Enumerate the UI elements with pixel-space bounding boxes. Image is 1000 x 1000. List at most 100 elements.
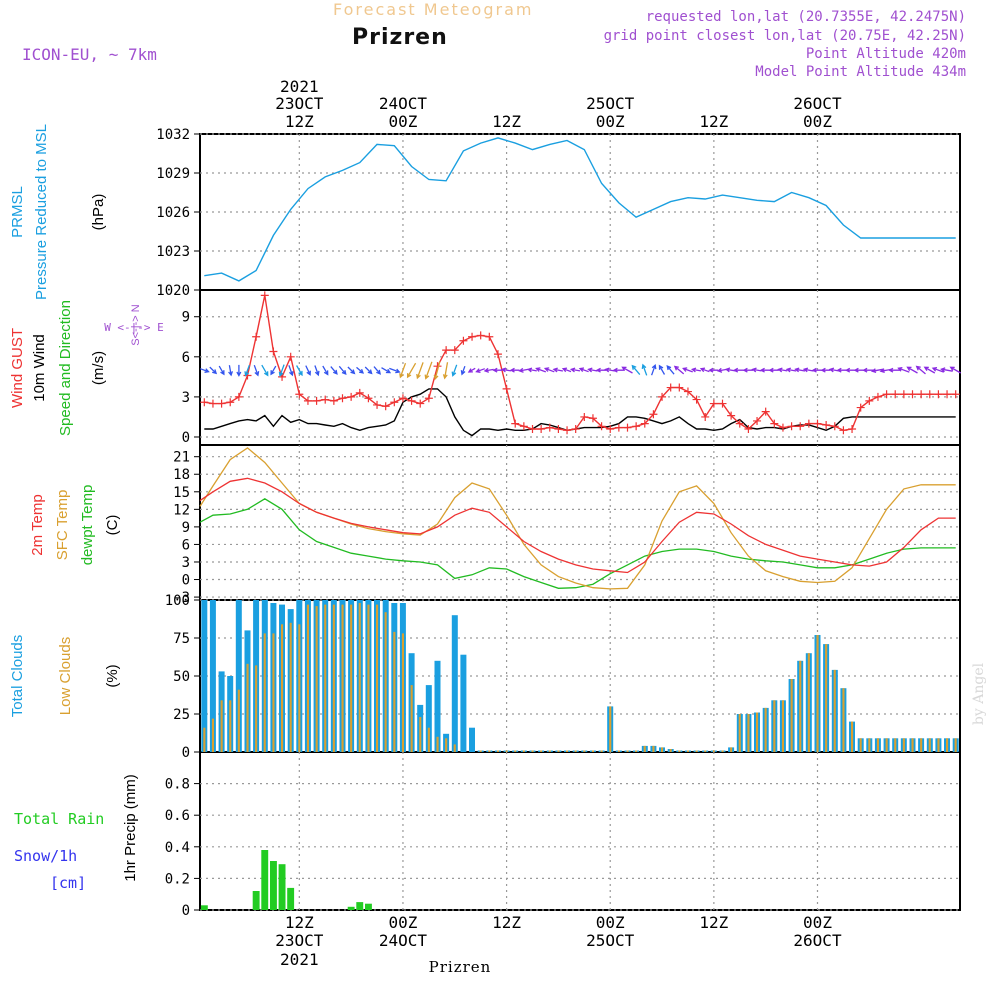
gust-marker — [606, 424, 615, 433]
gust-marker — [381, 402, 390, 411]
wind-direction-arrow — [199, 368, 210, 373]
bottom-time-label: 00Z — [389, 913, 418, 932]
grid-point-coords: grid point closest lon,lat (20.75E, 42.2… — [603, 28, 966, 44]
wind-direction-arrow — [288, 365, 294, 377]
bottom-date-label: 23OCT — [275, 931, 324, 950]
low-clouds-bar — [617, 750, 620, 752]
low-clouds-bar — [842, 688, 845, 752]
sfc-temp-label: SFC Temp — [54, 490, 71, 561]
precip-ytick-label: 0.2 — [165, 871, 190, 887]
low-clouds-bar — [384, 612, 387, 752]
low-clouds-bar — [712, 750, 715, 752]
precip-axis-label: 1hr Precip (mm) — [122, 774, 139, 882]
gust-marker — [632, 422, 641, 431]
gust-marker — [727, 411, 736, 420]
low-clouds-bar — [410, 685, 413, 752]
low-clouds-bar — [436, 736, 439, 752]
gust-marker — [701, 412, 710, 421]
wind-direction-arrow — [742, 367, 753, 373]
bottom-date-label: 24OCT — [379, 931, 428, 950]
gust-marker — [761, 407, 770, 416]
wind-direction-arrow — [587, 367, 598, 373]
wind-direction-arrow — [612, 367, 624, 373]
gust-marker — [649, 410, 658, 419]
wind-direction-arrow — [270, 365, 277, 376]
low-clouds-bar — [600, 750, 603, 752]
gust-marker — [260, 291, 269, 300]
temp-ytick-label: 18 — [173, 467, 190, 483]
gust-marker — [683, 387, 692, 396]
wind-direction-arrow — [811, 367, 822, 373]
wind-direction-arrow — [305, 365, 311, 376]
gust-marker — [303, 396, 312, 405]
wind-direction-arrow — [631, 364, 641, 376]
gust-marker — [442, 346, 451, 355]
low-clouds-bar — [825, 644, 828, 752]
wind-direction-arrow — [460, 365, 466, 376]
wind-direction-arrow — [535, 367, 547, 373]
top-time-label: 12Z — [699, 112, 728, 131]
low-clouds-bar — [868, 738, 871, 752]
low-clouds-bar — [229, 700, 232, 752]
total-clouds-bar — [425, 685, 432, 752]
gust-marker — [269, 347, 278, 356]
low-clouds-bar — [324, 604, 327, 752]
rain-bar — [287, 887, 295, 910]
gust-marker — [416, 399, 425, 408]
gust-marker — [692, 395, 701, 404]
wind-direction-arrow — [416, 362, 424, 380]
low-clouds-bar — [583, 750, 586, 752]
clouds-unit-label: (%) — [104, 664, 121, 687]
gust-marker — [390, 398, 399, 407]
gust-marker — [796, 422, 805, 431]
low-clouds-bar — [781, 700, 784, 752]
gust-marker — [718, 399, 727, 408]
pressure-ytick-label: 1032 — [156, 127, 190, 143]
gust-marker — [597, 422, 606, 431]
wind-direction-arrow — [870, 368, 884, 374]
wind-direction-arrow — [209, 366, 218, 375]
temp-ytick-label: 0 — [182, 573, 190, 589]
wind-unit-label: (m/s) — [90, 351, 107, 385]
low-clouds-bar — [678, 750, 681, 752]
low-clouds-bar — [669, 749, 672, 752]
low-clouds-bar — [540, 750, 543, 752]
gust-marker — [675, 383, 684, 392]
wind-direction-arrow — [923, 366, 936, 374]
wind-direction-arrow — [802, 367, 814, 373]
gust-marker — [899, 390, 908, 399]
low-clouds-bar — [730, 747, 733, 752]
temp-unit-label: (C) — [104, 515, 121, 536]
bottom-date-label: 26OCT — [793, 931, 842, 950]
gust-marker — [407, 396, 416, 405]
low-clouds-bar — [946, 738, 949, 752]
low-clouds-bar — [790, 679, 793, 752]
low-clouds-bar — [341, 604, 344, 752]
wind-direction-arrow — [442, 362, 449, 380]
low-clouds-bar — [609, 706, 612, 752]
gust-marker — [934, 390, 943, 399]
low-clouds-bar — [367, 604, 370, 752]
low-clouds-bar — [246, 663, 249, 752]
clouds-ytick-label: 25 — [173, 707, 190, 723]
gust-marker — [217, 399, 226, 408]
gust-marker — [338, 394, 347, 403]
bottom-time-label: 12Z — [285, 913, 314, 932]
wind-direction-arrow — [940, 367, 953, 373]
wind-direction-arrow — [244, 364, 251, 377]
wind-direction-arrow — [906, 366, 918, 374]
low-clouds-bar — [885, 738, 888, 752]
gust-marker — [329, 396, 338, 405]
low-clouds-bar — [350, 604, 353, 752]
top-time-label: 00Z — [803, 112, 832, 131]
low-clouds-bar — [833, 669, 836, 752]
point-altitude: Point Altitude 420m — [805, 46, 966, 62]
gust-marker — [459, 336, 468, 345]
gust-marker — [865, 396, 874, 405]
gust-marker — [234, 392, 243, 401]
temp-ytick-label: 3 — [182, 555, 190, 571]
gust-marker — [373, 400, 382, 409]
gust-marker — [735, 419, 744, 428]
wind-direction-arrow — [578, 367, 589, 373]
